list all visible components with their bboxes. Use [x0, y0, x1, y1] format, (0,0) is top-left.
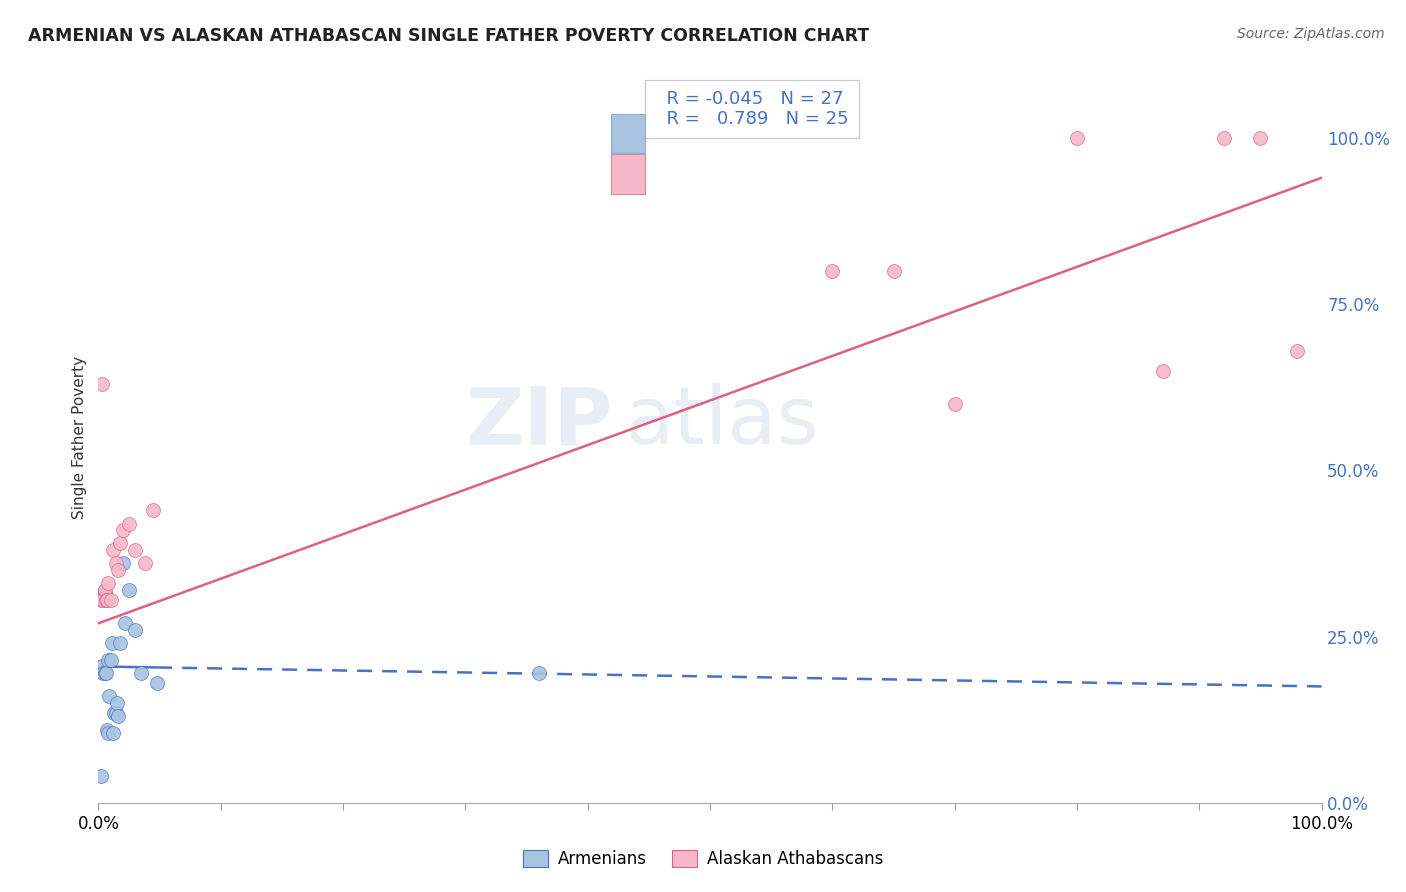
Point	[90, 593, 112, 607]
Point	[104, 706, 127, 720]
Point	[1249, 131, 1271, 145]
Point	[101, 543, 124, 558]
Point	[883, 264, 905, 278]
Point	[111, 557, 134, 571]
Point	[91, 376, 114, 391]
Point	[129, 666, 152, 681]
Point	[110, 636, 132, 650]
Point	[118, 582, 141, 597]
Point	[118, 516, 141, 531]
Point	[97, 726, 120, 740]
Text: ARMENIAN VS ALASKAN ATHABASCAN SINGLE FATHER POVERTY CORRELATION CHART: ARMENIAN VS ALASKAN ATHABASCAN SINGLE FA…	[28, 27, 869, 45]
Point	[91, 593, 114, 607]
Point	[96, 593, 118, 607]
Point	[943, 397, 966, 411]
FancyBboxPatch shape	[612, 114, 645, 153]
Point	[1066, 131, 1088, 145]
Point	[110, 536, 132, 550]
Legend: Armenians, Alaskan Athabascans: Armenians, Alaskan Athabascans	[516, 843, 890, 875]
Point	[96, 723, 118, 737]
Point	[142, 503, 165, 517]
Point	[821, 264, 844, 278]
Point	[97, 576, 120, 591]
Point	[124, 623, 146, 637]
Point	[100, 593, 122, 607]
Point	[124, 543, 146, 558]
Point	[94, 590, 117, 604]
Point	[91, 586, 114, 600]
Point	[527, 666, 550, 681]
Point	[146, 676, 169, 690]
Point	[134, 557, 156, 571]
Point	[114, 616, 136, 631]
Point	[103, 706, 125, 720]
Text: ZIP: ZIP	[465, 384, 612, 461]
Point	[94, 666, 117, 681]
Point	[94, 593, 117, 607]
Point	[93, 666, 115, 681]
Point	[1286, 343, 1309, 358]
Point	[98, 690, 121, 704]
Point	[107, 563, 129, 577]
Point	[105, 696, 128, 710]
Text: R = -0.045   N = 27
  R =   0.789   N = 25: R = -0.045 N = 27 R = 0.789 N = 25	[655, 90, 849, 128]
Point	[97, 653, 120, 667]
Text: Source: ZipAtlas.com: Source: ZipAtlas.com	[1237, 27, 1385, 41]
Point	[1152, 363, 1174, 377]
Point	[107, 709, 129, 723]
Point	[93, 582, 115, 597]
Point	[1212, 131, 1234, 145]
Point	[100, 653, 122, 667]
Point	[91, 659, 114, 673]
Point	[93, 586, 115, 600]
Point	[101, 636, 124, 650]
Point	[104, 557, 127, 571]
Text: atlas: atlas	[624, 384, 818, 461]
Point	[101, 726, 124, 740]
Point	[90, 769, 112, 783]
FancyBboxPatch shape	[612, 154, 645, 194]
Y-axis label: Single Father Poverty: Single Father Poverty	[72, 356, 87, 518]
Point	[91, 666, 114, 681]
Point	[111, 523, 134, 537]
